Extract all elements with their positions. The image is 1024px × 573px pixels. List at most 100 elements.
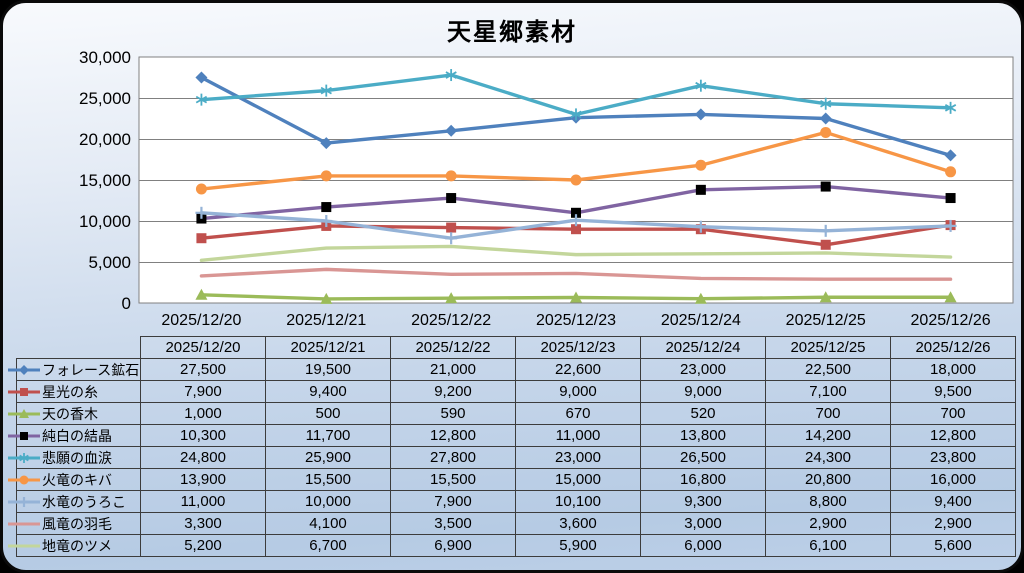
series-label-cell: 風竜の羽毛 — [8, 512, 141, 535]
y-axis-tick-label: 15,000 — [79, 171, 131, 190]
series-line — [199, 267, 953, 281]
series-marker-icon — [8, 452, 40, 463]
table-value-cell: 6,000 — [640, 534, 766, 557]
table-value-cell: 5,600 — [890, 534, 1016, 557]
table-value-cell: 9,300 — [640, 490, 766, 513]
table-value-cell: 26,500 — [640, 446, 766, 469]
series-marker-icon — [8, 408, 40, 418]
table-value-cell: 3,000 — [640, 512, 766, 535]
table-value-cell: 11,000 — [515, 424, 641, 447]
table-header-date: 2025/12/23 — [515, 336, 641, 359]
series-markers — [195, 71, 957, 162]
series-markers — [195, 288, 957, 304]
table-value-cell: 9,400 — [265, 380, 391, 403]
table-value-cell: 2,900 — [765, 512, 891, 535]
table-value-cell: 7,900 — [140, 380, 266, 403]
table-value-cell: 7,100 — [765, 380, 891, 403]
table-value-cell: 12,800 — [390, 424, 516, 447]
chart-title: 天星郷素材 — [447, 19, 577, 46]
table-header-date: 2025/12/24 — [640, 336, 766, 359]
table-value-cell: 2,900 — [890, 512, 1016, 535]
table-value-cell: 3,500 — [390, 512, 516, 535]
line-chart-plot: 0 5,000 10,000 15,000 20,000 25,000 30,000 2025… — [79, 48, 1014, 329]
table-header-date: 2025/12/21 — [265, 336, 391, 359]
table-value-cell: 520 — [640, 402, 766, 425]
table-row: 星光の糸 7,900 9,400 9,200 9,000 9,000 7,100 9,500 — [8, 380, 1016, 403]
table-value-cell: 700 — [765, 402, 891, 425]
chart-data-table: 2025/12/20 2025/12/21 2025/12/22 2025/12/23… — [8, 336, 1016, 557]
x-axis-tick-label: 2025/12/21 — [286, 312, 366, 329]
series-marker-icon — [8, 431, 40, 440]
y-axis-tick-label: 0 — [122, 294, 131, 313]
table-value-cell: 6,100 — [765, 534, 891, 557]
table-value-cell: 9,200 — [390, 380, 516, 403]
table-value-cell: 11,700 — [265, 424, 391, 447]
table-row: 悲願の血涙 24,800 25,900 27,800 23,000 26,500 24,30… — [8, 446, 1016, 469]
table-value-cell: 23,000 — [640, 358, 766, 381]
table-row: 火竜のキバ 13,900 15,500 15,500 15,000 16,800 20,80… — [8, 468, 1016, 491]
table-row: 地竜のツメ 5,200 6,700 6,900 5,900 6,000 6,100 5,600 — [8, 534, 1016, 557]
x-axis-tick-label: 2025/12/22 — [411, 312, 491, 329]
table-row: 水竜のうろこ 11,000 10,000 7,900 10,100 9,300 8,800 9… — [8, 490, 1016, 513]
series-name: 純白の結晶 — [42, 427, 112, 444]
table-value-cell: 9,500 — [890, 380, 1016, 403]
table-header-date: 2025/12/20 — [140, 336, 266, 359]
series-marker-icon — [8, 496, 40, 507]
y-axis-labels: 0 5,000 10,000 15,000 20,000 25,000 30,000 — [79, 48, 131, 313]
series-name: 地竜のツメ — [42, 537, 112, 554]
series-label-cell: フォレース鉱石 — [8, 358, 141, 381]
table-value-cell: 15,500 — [390, 468, 516, 491]
table-value-cell: 8,800 — [765, 490, 891, 513]
table-value-cell: 13,900 — [140, 468, 266, 491]
table-value-cell: 5,200 — [140, 534, 266, 557]
table-row: フォレース鉱石 27,500 19,500 21,000 22,600 23,000 22,… — [8, 358, 1016, 381]
series-label-cell: 星光の糸 — [8, 380, 141, 403]
table-value-cell: 9,000 — [640, 380, 766, 403]
table-value-cell: 27,500 — [140, 358, 266, 381]
table-header-date: 2025/12/22 — [390, 336, 516, 359]
series-5 — [195, 126, 957, 195]
table-row: 風竜の羽毛 3,300 4,100 3,500 3,600 3,000 2,900 2,900 — [8, 512, 1016, 535]
series-line — [199, 244, 953, 263]
table-value-cell: 20,800 — [765, 468, 891, 491]
table-value-cell: 12,800 — [890, 424, 1016, 447]
table-value-cell: 23,000 — [515, 446, 641, 469]
series-7 — [199, 267, 953, 281]
x-axis-tick-label: 2025/12/25 — [786, 312, 866, 329]
table-value-cell: 22,500 — [765, 358, 891, 381]
series-4 — [195, 69, 957, 121]
y-axis-tick-label: 20,000 — [79, 130, 131, 149]
table-value-cell: 10,300 — [140, 424, 266, 447]
table-value-cell: 25,900 — [265, 446, 391, 469]
table-header-date: 2025/12/26 — [890, 336, 1016, 359]
table-row: 天の香木 1,000 500 590 670 520 700 700 — [8, 402, 1016, 425]
table-row: 純白の結晶 10,300 11,700 12,800 11,000 13,800 14,20… — [8, 424, 1016, 447]
series-label-cell: 水竜のうろこ — [8, 490, 141, 513]
series-name: 風竜の羽毛 — [42, 515, 112, 532]
series-label-cell: 天の香木 — [8, 402, 141, 425]
x-axis-labels: 2025/12/20 2025/12/21 2025/12/22 2025/12/23… — [161, 312, 990, 329]
table-value-cell: 3,600 — [515, 512, 641, 535]
series-marker-icon — [8, 475, 40, 484]
table-value-cell: 6,700 — [265, 534, 391, 557]
table-value-cell: 16,800 — [640, 468, 766, 491]
series-label-cell: 地竜のツメ — [8, 534, 141, 557]
x-axis-tick-label: 2025/12/24 — [661, 312, 741, 329]
x-axis-tick-label: 2025/12/23 — [536, 312, 616, 329]
series-markers — [195, 69, 957, 121]
series-name: 水竜のうろこ — [42, 493, 126, 510]
y-axis-tick-label: 30,000 — [79, 48, 131, 67]
series-name: フォレース鉱石 — [42, 361, 140, 378]
series-name: 天の香木 — [42, 405, 98, 422]
table-value-cell: 24,300 — [765, 446, 891, 469]
series-label-cell: 火竜のキバ — [8, 468, 141, 491]
table-value-cell: 10,000 — [265, 490, 391, 513]
series-label-cell: 純白の結晶 — [8, 424, 141, 447]
series-label-cell: 悲願の血涙 — [8, 446, 141, 469]
table-value-cell: 13,800 — [640, 424, 766, 447]
table-value-cell: 24,800 — [140, 446, 266, 469]
table-value-cell: 590 — [390, 402, 516, 425]
x-axis-tick-label: 2025/12/26 — [911, 312, 991, 329]
table-corner-blank — [17, 337, 141, 359]
